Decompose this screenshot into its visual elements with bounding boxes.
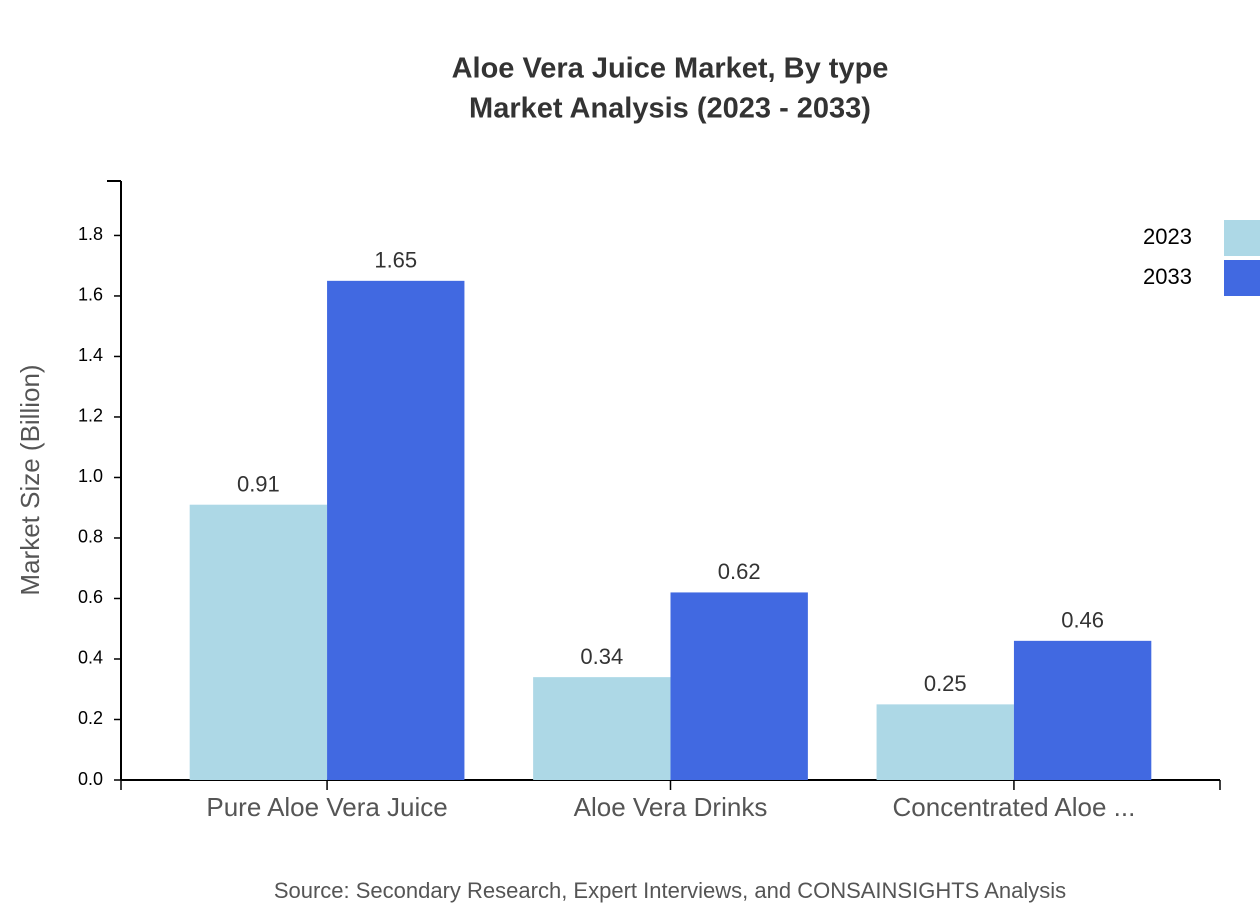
- value-label: 1.65: [374, 248, 417, 273]
- y-tick-label: 1.6: [78, 285, 103, 305]
- value-label: 0.62: [718, 559, 761, 584]
- bar: [533, 677, 671, 780]
- value-label: 0.91: [237, 472, 280, 497]
- y-tick-label: 1.0: [78, 466, 103, 486]
- legend-label: 2023: [1143, 224, 1192, 249]
- chart-subtitle: Market Analysis (2023 - 2033): [469, 93, 871, 125]
- y-tick-label: 0.6: [78, 587, 103, 607]
- x-tick-label: Concentrated Aloe ...: [893, 792, 1136, 822]
- legend-swatch: [1224, 220, 1260, 256]
- source-note: Source: Secondary Research, Expert Inter…: [274, 878, 1066, 903]
- bar: [1013, 640, 1152, 780]
- y-tick-label: 0.0: [78, 769, 103, 789]
- legend-swatch: [1224, 260, 1260, 296]
- legend-label: 2033: [1143, 264, 1192, 289]
- y-tick-label: 0.4: [78, 648, 103, 668]
- x-tick-label: Pure Aloe Vera Juice: [206, 792, 447, 822]
- x-tick-label: Aloe Vera Drinks: [574, 792, 768, 822]
- bar: [327, 280, 465, 780]
- value-label: 0.34: [580, 644, 623, 669]
- y-tick-label: 0.8: [78, 527, 103, 547]
- y-tick-label: 1.8: [78, 224, 103, 244]
- y-axis-label: Market Size (Billion): [15, 364, 45, 595]
- y-tick-label: 1.2: [78, 406, 103, 426]
- bar: [670, 592, 808, 780]
- chart-title: Aloe Vera Juice Market, By type: [452, 53, 889, 85]
- y-tick-label: 0.2: [78, 708, 103, 728]
- value-label: 0.25: [924, 671, 967, 696]
- bar: [876, 704, 1014, 780]
- y-tick-label: 1.4: [78, 345, 103, 365]
- value-label: 0.46: [1061, 608, 1104, 633]
- bar: [189, 504, 328, 780]
